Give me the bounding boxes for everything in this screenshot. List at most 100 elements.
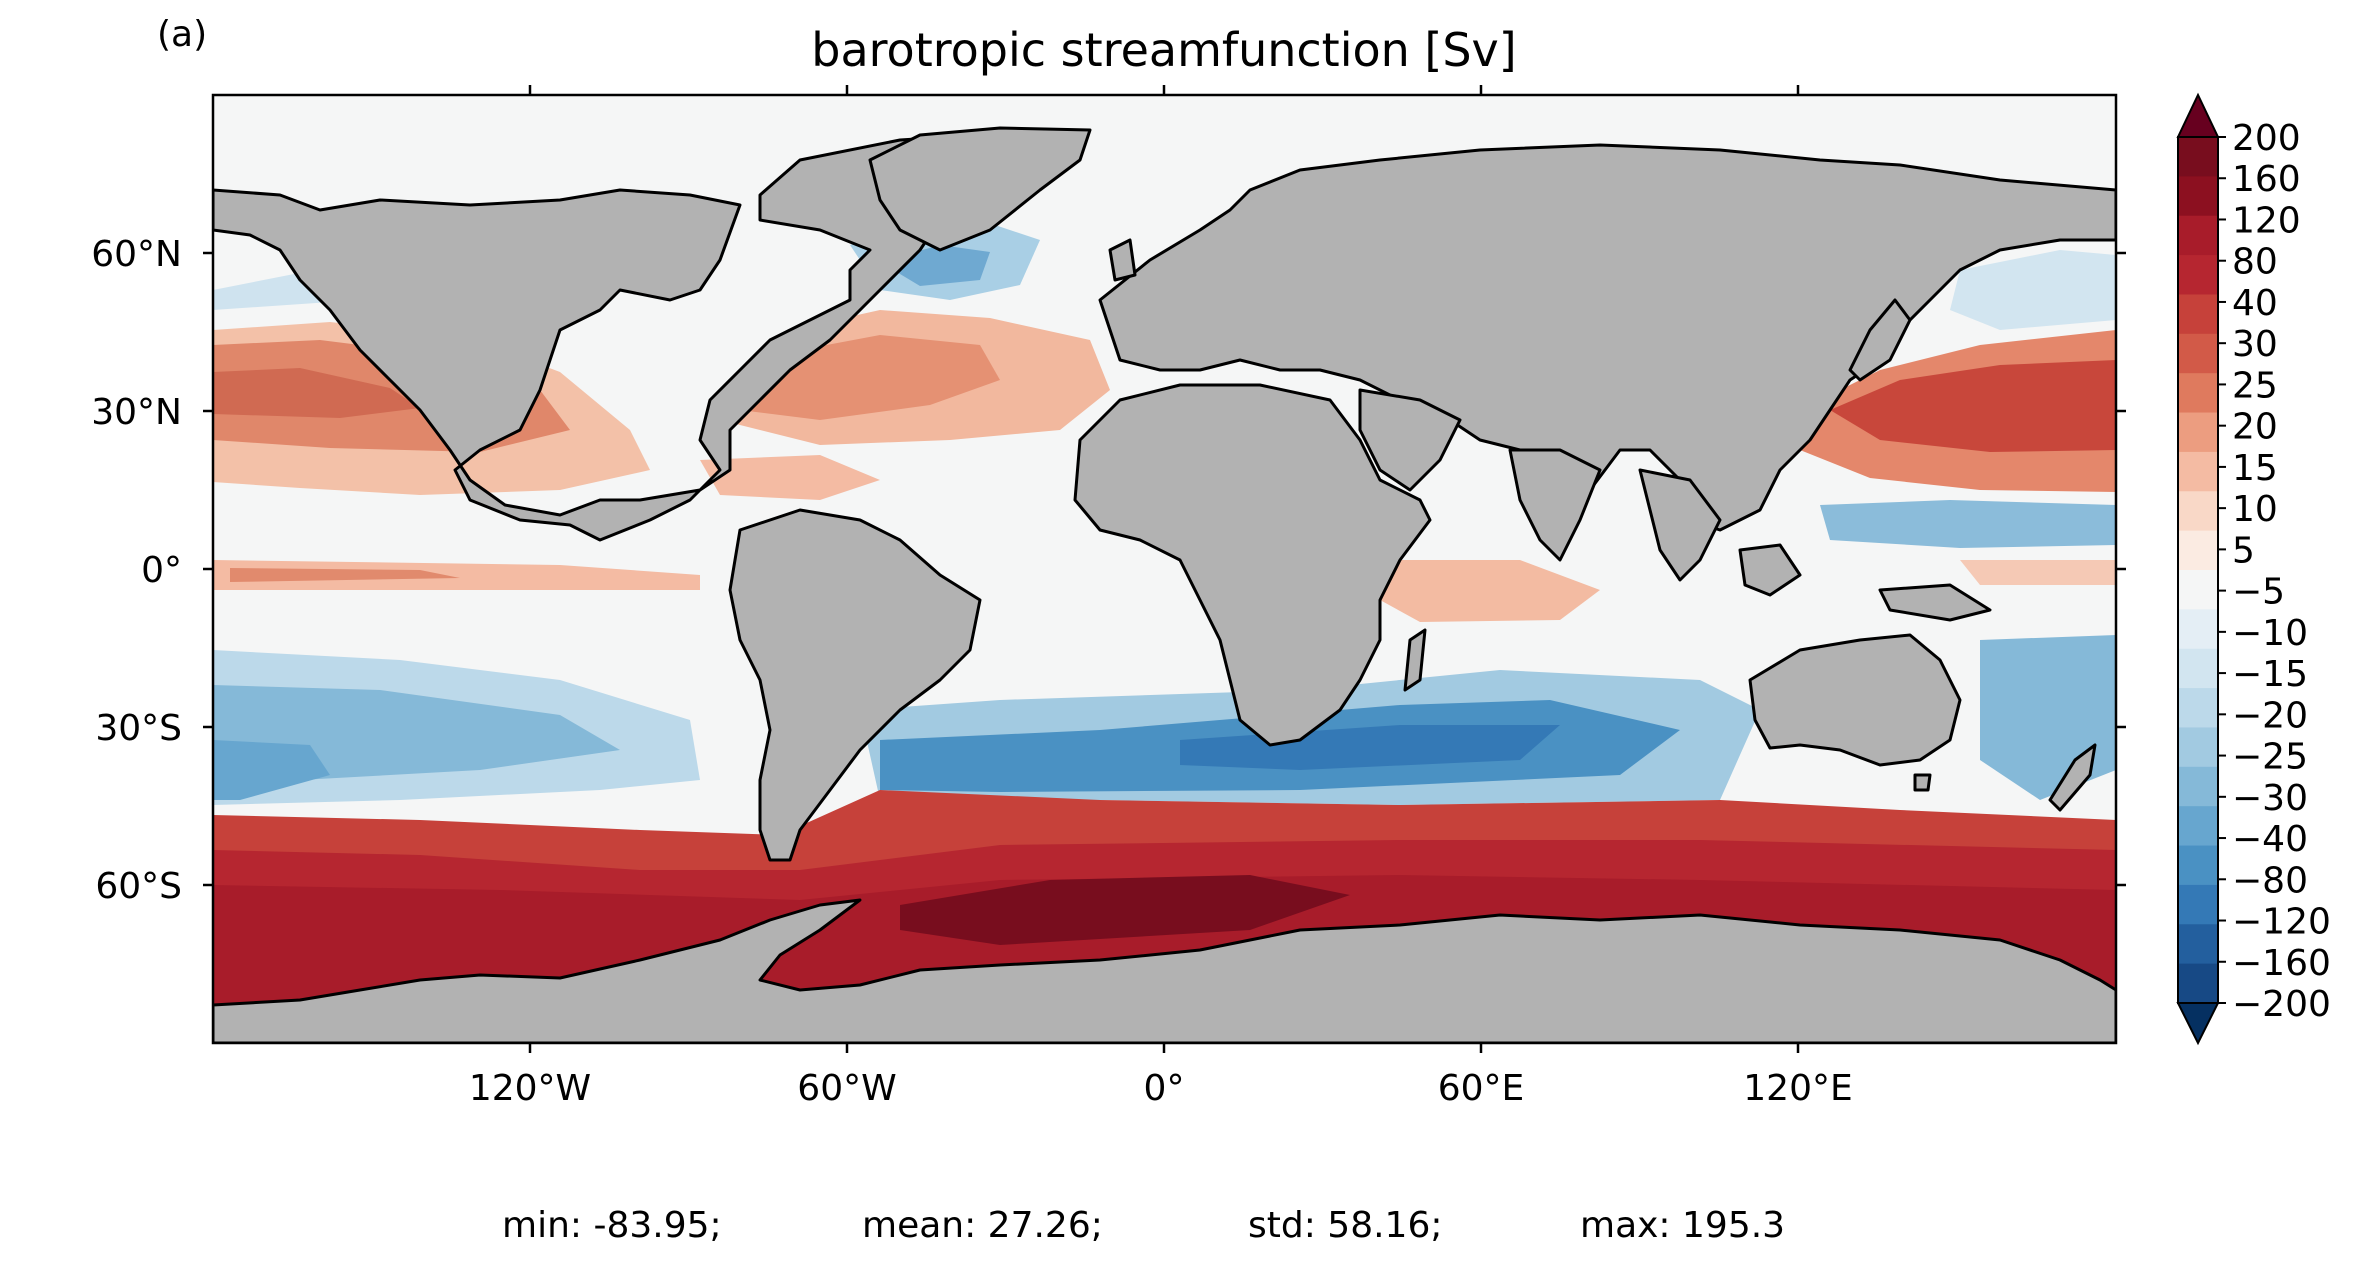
africa <box>1073 383 1432 747</box>
lat-label-60n: 60°N <box>91 234 182 275</box>
north-america <box>213 128 1062 542</box>
colorbar: 200160120804030252015105−5−10−15−20−25−3… <box>2176 92 2331 1046</box>
colorbar-tick-label: 30 <box>2232 324 2278 365</box>
equatorial-red <box>213 560 700 590</box>
north-pacific-gyre-inner <box>213 368 420 418</box>
colorbar-segment <box>2178 806 2218 847</box>
australia <box>1748 633 1962 767</box>
colorbar-tick-label: −120 <box>2232 902 2331 943</box>
south-pacific-inner <box>213 740 330 800</box>
madagascar <box>1403 628 1427 692</box>
lon-labels: 120°W 60°W 0° 60°E 120°E <box>469 1068 1853 1109</box>
equatorial-blue-west-pac <box>1820 500 2116 548</box>
lat-label-30n: 30°N <box>91 392 182 433</box>
colorbar-segment <box>2178 884 2218 925</box>
colorbar-labels: 200160120804030252015105−5−10−15−20−25−3… <box>2218 118 2331 1025</box>
lat-ticks <box>203 251 2126 887</box>
colorbar-segment <box>2178 137 2218 177</box>
se-asia <box>1638 468 1722 582</box>
lat-labels: 60°N 30°N 0° 30°S 60°S <box>91 234 182 907</box>
colorbar-tick-label: 15 <box>2232 448 2278 489</box>
colorbar-segment <box>2178 255 2218 295</box>
colorbar-tick-label: 5 <box>2232 530 2255 571</box>
colorbar-segment <box>2178 648 2218 689</box>
equatorial-red-core <box>230 568 460 582</box>
colorbar-segment <box>2178 924 2218 965</box>
stats-line: min: -83.95; mean: 27.26; std: 58.16; ma… <box>502 1205 1785 1246</box>
pacific-eq-red-east <box>1960 560 2116 585</box>
new-zealand <box>2048 743 2097 812</box>
colorbar-segment <box>2178 451 2218 492</box>
colorbar-under-arrow <box>2176 1002 2220 1046</box>
japan <box>1848 298 1912 382</box>
colorbar-tick-label: −5 <box>2232 572 2285 613</box>
acc-max <box>900 875 1350 945</box>
colorbar-tick-label: −15 <box>2232 654 2308 695</box>
arabia-india <box>1358 388 1462 492</box>
colorbar-segment <box>2178 333 2218 374</box>
colorbar-tick-label: 25 <box>2232 365 2278 406</box>
lat-label-60s: 60°S <box>95 866 182 907</box>
eurasia <box>1098 143 2116 532</box>
colorbar-tick-label: 120 <box>2232 200 2301 241</box>
colorbar-segment <box>2178 688 2218 728</box>
south-america <box>728 508 982 862</box>
indian-ocean-red <box>1380 560 1600 622</box>
lon-label-0: 0° <box>1144 1068 1185 1109</box>
colorbar-tick-label: 20 <box>2232 407 2278 448</box>
kamchatka-blue <box>1950 250 2116 330</box>
land <box>213 126 2116 1043</box>
lat-label-30s: 30°S <box>95 708 182 749</box>
colorbar-over-arrow <box>2176 92 2220 138</box>
colorbar-segment <box>2178 727 2218 768</box>
lon-label-60e: 60°E <box>1438 1068 1525 1109</box>
colorbar-tick-label: −80 <box>2232 860 2308 901</box>
colorbar-segment <box>2178 412 2218 453</box>
panel-label: (a) <box>157 14 207 55</box>
lon-label-60w: 60°W <box>797 1068 896 1109</box>
caribbean-red <box>700 455 880 500</box>
colorbar-tick-label: −10 <box>2232 613 2308 654</box>
colorbar-segment <box>2178 766 2218 807</box>
colorbar-segment <box>2178 491 2218 532</box>
colorbar-tick-label: 40 <box>2232 283 2278 324</box>
colorbar-segment <box>2178 609 2218 650</box>
lon-label-120w: 120°W <box>469 1068 591 1109</box>
borneo <box>1738 543 1802 597</box>
new-guinea <box>1878 583 1992 622</box>
colorbar-segment <box>2178 845 2218 886</box>
colorbar-tick-label: −40 <box>2232 819 2308 860</box>
colorbar-segment <box>2178 215 2218 256</box>
greenland <box>868 126 1092 252</box>
colorbar-segment <box>2178 294 2218 335</box>
plot-title: barotropic streamfunction [Sv] <box>811 23 1516 77</box>
stat-max: max: 195.3 <box>1580 1205 1785 1246</box>
stat-min: min: -83.95; <box>502 1205 722 1246</box>
stat-std: std: 58.16; <box>1248 1205 1442 1246</box>
colorbar-tick-label: 80 <box>2232 242 2278 283</box>
stat-mean: mean: 27.26; <box>862 1205 1103 1246</box>
colorbar-segments <box>2177 136 2219 1004</box>
lon-ticks <box>528 85 1800 1053</box>
kuroshio-core <box>1830 360 2116 452</box>
colorbar-segment <box>2178 570 2218 610</box>
india <box>1508 448 1602 562</box>
tasmania <box>1913 773 1932 792</box>
colorbar-tick-label: −200 <box>2232 984 2331 1025</box>
lat-label-0: 0° <box>141 550 182 591</box>
colorbar-tick-label: 200 <box>2232 118 2301 159</box>
colorbar-tick-label: −20 <box>2232 695 2308 736</box>
colorbar-segment <box>2178 373 2218 414</box>
colorbar-outline <box>2177 136 2219 1004</box>
antarctica <box>213 898 2116 1043</box>
colorbar-tick-label: −25 <box>2232 737 2308 778</box>
uk <box>1108 238 1137 282</box>
colorbar-tick-label: −30 <box>2232 778 2308 819</box>
map-area <box>213 95 2116 1043</box>
colorbar-tick-label: 10 <box>2232 489 2278 530</box>
colorbar-segment <box>2178 176 2218 217</box>
colorbar-segment <box>2178 963 2218 1004</box>
colorbar-segment <box>2178 530 2218 571</box>
colorbar-tick-label: 160 <box>2232 159 2301 200</box>
